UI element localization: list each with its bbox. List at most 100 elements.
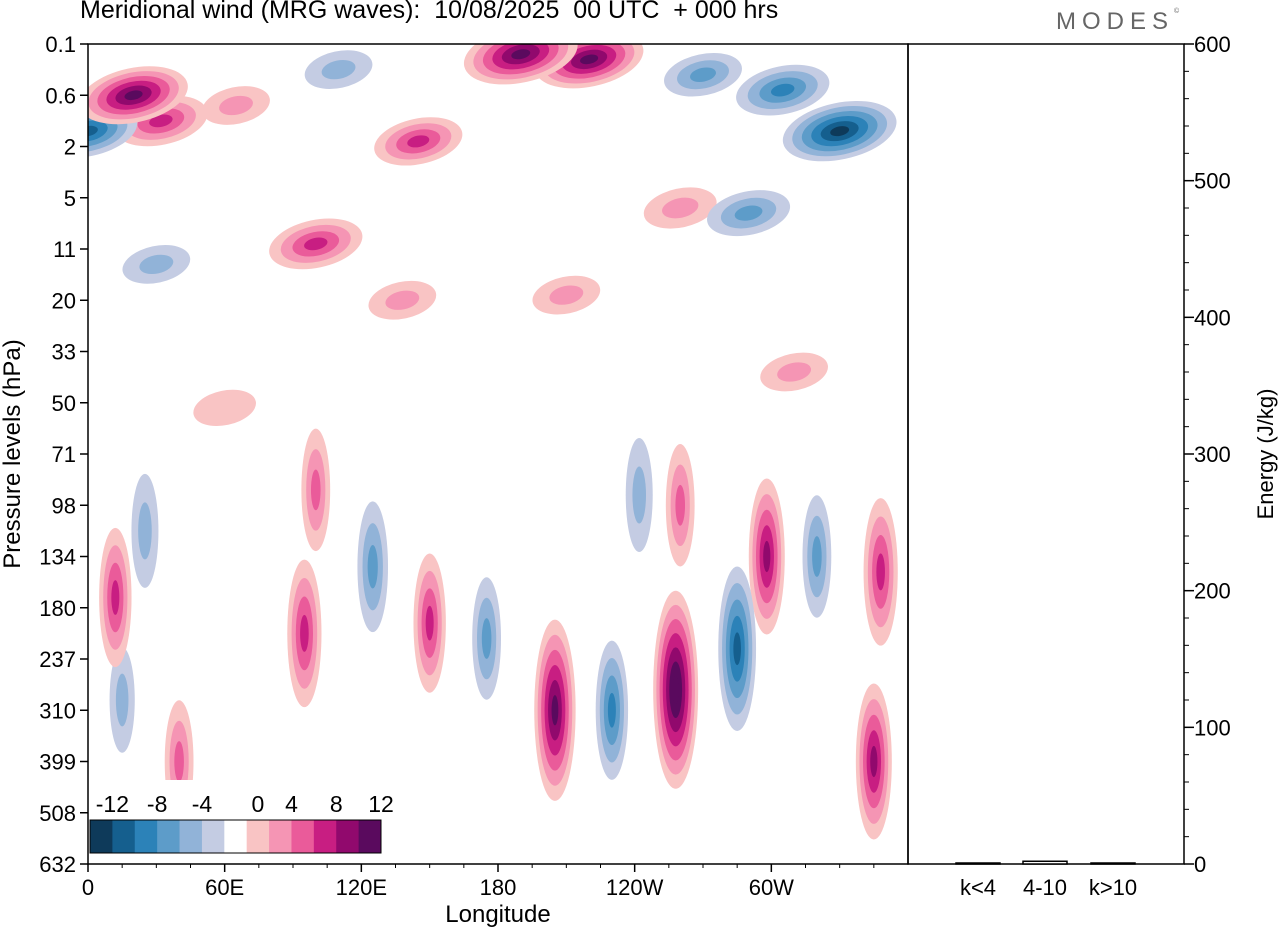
energy-tick-label: 200 bbox=[1194, 579, 1231, 604]
contour-band bbox=[385, 290, 420, 310]
wind-anomaly-16 bbox=[665, 444, 695, 567]
wind-anomaly-36 bbox=[534, 619, 576, 801]
axes: 0 60E 120E 180 120W 60W 0.1 0.6 2 5 11 20 33 50 71 98 13… bbox=[39, 32, 1230, 900]
energy-tick-label: 0 bbox=[1194, 852, 1206, 877]
contour-band bbox=[481, 618, 492, 659]
contour-band bbox=[675, 484, 686, 526]
energy-panel-frame bbox=[907, 43, 1185, 865]
contour-band bbox=[115, 673, 129, 727]
colorbar-swatch bbox=[157, 820, 181, 853]
wind-anomaly-37 bbox=[653, 590, 699, 789]
colorbar-swatch bbox=[313, 820, 337, 853]
y-tick-label: 2 bbox=[64, 135, 76, 160]
energy-tick-label: 100 bbox=[1194, 715, 1231, 740]
colorbar-swatch bbox=[246, 820, 270, 853]
brand-text: MODES bbox=[1056, 8, 1175, 35]
contour-band bbox=[830, 126, 850, 137]
heatmap-field bbox=[88, 44, 898, 840]
contour-band bbox=[771, 83, 795, 97]
wind-anomaly-4 bbox=[368, 280, 437, 320]
wind-anomaly-19 bbox=[374, 117, 463, 166]
contour-band bbox=[632, 466, 647, 524]
contour-band bbox=[672, 675, 679, 704]
wind-anomaly-0 bbox=[193, 389, 256, 427]
contour-band bbox=[174, 741, 184, 782]
contour-band bbox=[549, 285, 584, 305]
contour-band bbox=[876, 553, 885, 591]
wind-anomaly-29 bbox=[748, 478, 785, 635]
colorbar-swatch bbox=[134, 820, 158, 853]
contour-band bbox=[733, 632, 741, 666]
wind-anomaly-8 bbox=[643, 187, 717, 229]
y-axis-label: Pressure levels (hPa) bbox=[0, 339, 26, 568]
x-axis-label: Longitude bbox=[445, 901, 550, 928]
contour-band bbox=[734, 205, 763, 221]
colorbar-swatch bbox=[358, 820, 382, 853]
contour-band bbox=[304, 237, 328, 251]
y-tick-label: 20 bbox=[52, 288, 76, 313]
contour-band bbox=[580, 54, 599, 65]
y-tick-label: 11 bbox=[53, 237, 76, 262]
contour-band bbox=[138, 502, 152, 560]
contour-band bbox=[193, 389, 256, 427]
colorbar-swatch bbox=[112, 820, 136, 853]
wind-anomaly-35 bbox=[782, 100, 897, 162]
contour-band bbox=[111, 580, 120, 615]
colorbar-tick-label: 8 bbox=[330, 791, 343, 817]
contour-band bbox=[219, 95, 253, 116]
energy-axis-label: Energy (J/kg) bbox=[1253, 389, 1278, 520]
energy-category-label: k>10 bbox=[1089, 875, 1137, 900]
contour-band bbox=[511, 49, 531, 60]
wind-anomaly-1 bbox=[202, 86, 270, 125]
wind-anomaly-20 bbox=[99, 527, 132, 668]
wind-anomaly-21 bbox=[413, 553, 446, 693]
wind-anomaly-13 bbox=[472, 577, 502, 700]
colorbar: -12 -8 -4 0 4 8 12 bbox=[86, 780, 394, 857]
wind-anomaly-6 bbox=[760, 352, 828, 392]
contour-band bbox=[88, 120, 108, 142]
contour-band bbox=[870, 745, 878, 778]
wind-anomaly-5 bbox=[532, 275, 601, 315]
y-tick-label: 0.1 bbox=[45, 32, 76, 57]
wind-anomaly-14 bbox=[802, 495, 832, 618]
contour-band bbox=[310, 469, 321, 511]
y-tick-label: 134 bbox=[39, 545, 76, 570]
contour-band bbox=[662, 197, 699, 219]
wind-anomaly-24 bbox=[736, 64, 830, 116]
energy-bar-4-10 bbox=[1022, 860, 1068, 865]
y-tick-label: 632 bbox=[39, 852, 76, 877]
contour-band bbox=[88, 125, 98, 137]
chart-title: Meridional wind (MRG waves): 10/08/2025 … bbox=[80, 0, 779, 24]
contour-band bbox=[149, 114, 173, 128]
colorbar-swatch bbox=[291, 820, 315, 853]
colorbar-tick-label: 12 bbox=[368, 791, 394, 817]
energy-tick-label: 500 bbox=[1194, 169, 1231, 194]
colorbar-swatch bbox=[201, 820, 225, 853]
energy-bars: k<4 4-10 k>10 bbox=[955, 860, 1137, 900]
wind-anomaly-11 bbox=[664, 52, 742, 97]
wind-anomaly-30 bbox=[855, 683, 892, 840]
y-tick-label: 508 bbox=[39, 801, 76, 826]
modes-logo: MODES© bbox=[1056, 8, 1179, 36]
colorbar-tick-label: -8 bbox=[147, 791, 167, 817]
energy-tick-label: 300 bbox=[1194, 442, 1231, 467]
wind-anomaly-32 bbox=[88, 66, 188, 125]
colorbar-tick-label: -12 bbox=[96, 791, 129, 817]
colorbar-tick-label: 4 bbox=[285, 791, 298, 817]
contour-band bbox=[425, 605, 434, 641]
contour-band bbox=[407, 135, 430, 148]
x-tick-label: 120W bbox=[606, 875, 664, 900]
wind-anomaly-2 bbox=[304, 50, 373, 89]
energy-tick-label: 600 bbox=[1194, 32, 1231, 57]
contour-band bbox=[367, 544, 378, 589]
contour-band bbox=[777, 362, 812, 382]
energy-category-label: 4-10 bbox=[1023, 875, 1067, 900]
contour-band bbox=[124, 90, 143, 101]
energy-bar-k>10 bbox=[1090, 862, 1136, 865]
x-tick-label: 180 bbox=[480, 875, 517, 900]
colorbar-swatch bbox=[336, 820, 360, 853]
x-tick-label: 60W bbox=[749, 875, 794, 900]
y-tick-label: 399 bbox=[39, 750, 76, 775]
wind-anomaly-9 bbox=[131, 473, 159, 588]
